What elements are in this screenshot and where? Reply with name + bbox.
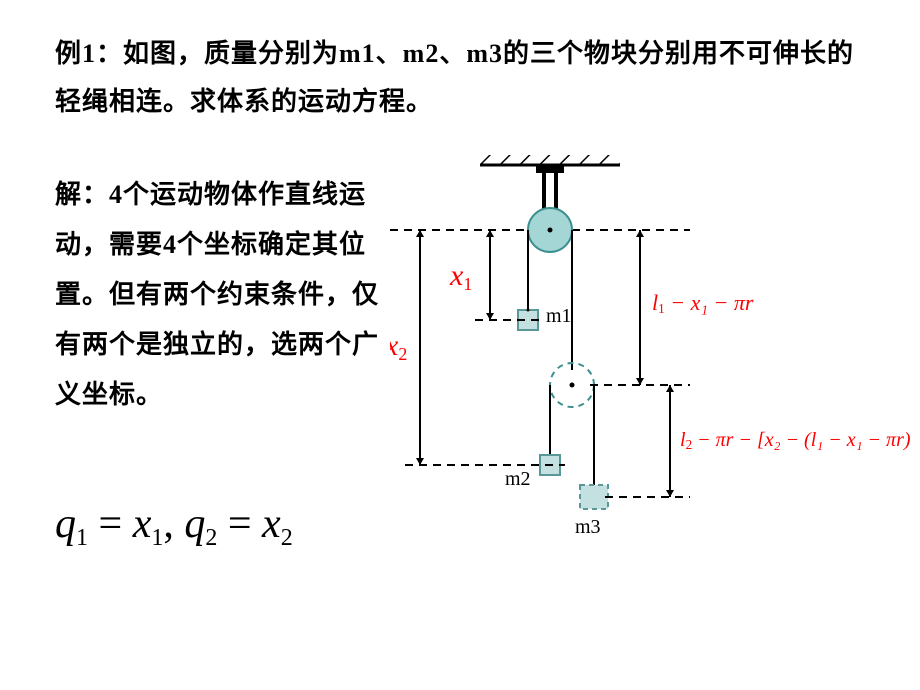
eq-x1-x: x <box>133 501 152 547</box>
svg-text:m3: m3 <box>575 516 601 538</box>
eq-q2-sub: 2 <box>205 525 217 551</box>
problem-statement: 例1：如图，质量分别为m1、m2、m3的三个物块分别用不可伸长的轻绳相连。求体系… <box>55 30 865 126</box>
eq-comma: , <box>163 501 184 547</box>
generalized-coords-equation: q1 = x1, q2 = x2 <box>55 500 293 552</box>
svg-text:m1: m1 <box>546 305 572 327</box>
pulley-diagram: x1 x2 m1 m2 m3 l1 − x₁ − πr l2 − πr − [x₂ − (l… <box>390 155 910 675</box>
svg-text:x1: x1 <box>449 259 472 294</box>
eq-x2-sub: 2 <box>281 525 293 551</box>
solution-text: 解：4个运动物体作直线运动，需要4个坐标确定其位置。但有两个约束条件，仅有两个是… <box>55 170 385 420</box>
svg-text:l2 − πr − [x₂ − (l₁ − x₁ − πr): l2 − πr − [x₂ − (l₁ − x₁ − πr)] <box>680 429 910 452</box>
eq-q1-q: q <box>55 501 76 547</box>
eq-x1-sub: 1 <box>151 525 163 551</box>
eq-x2-x: x <box>262 501 281 547</box>
eq-equals-2: = <box>228 501 262 547</box>
svg-text:x2: x2 <box>390 329 407 364</box>
eq-q1-sub: 1 <box>76 525 88 551</box>
svg-text:l1 − x₁ − πr: l1 − x₁ − πr <box>652 290 754 316</box>
eq-q2-q: q <box>184 501 205 547</box>
eq-equals-1: = <box>99 501 133 547</box>
svg-text:m2: m2 <box>505 468 531 490</box>
